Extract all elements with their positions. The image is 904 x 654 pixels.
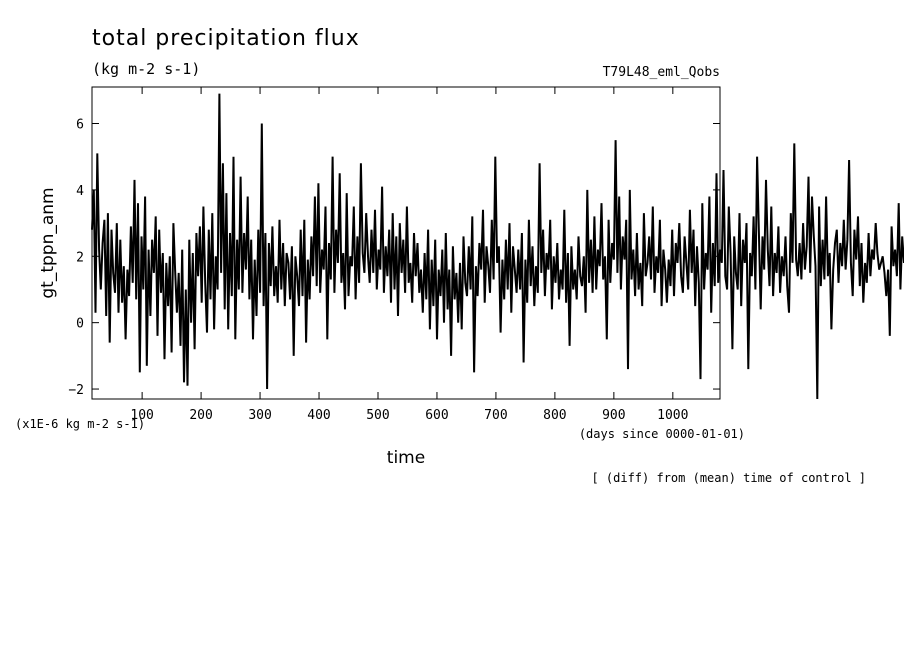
y-tick-label: 6	[76, 118, 84, 133]
x-tick-label: 1000	[657, 408, 688, 423]
y-tick-label: 2	[76, 250, 84, 265]
x-tick-label: 300	[248, 408, 271, 423]
x-tick-label: 800	[543, 408, 566, 423]
x-tick-label: 100	[130, 408, 153, 423]
x-tick-label: 200	[189, 408, 212, 423]
run-label: T79L48_eml_Qobs	[603, 65, 720, 80]
x-tick-label: 900	[602, 408, 625, 423]
plot-frame	[91, 86, 721, 400]
x-unit-label: (days since 0000-01-01)	[579, 427, 745, 441]
y-axis: −2 0 2 4 6	[68, 118, 720, 398]
plot-area	[91, 93, 904, 400]
x-tick-label: 500	[366, 408, 389, 423]
x-tick-label: 400	[307, 408, 330, 423]
x-axis: 100 200 300 400 500 600 700 800 900 1000	[130, 87, 688, 423]
chart-subtitle: (kg m-2 s-1)	[92, 60, 200, 78]
y-axis-label: gt_tppn_anm	[38, 187, 58, 298]
y-tick-label: 4	[76, 184, 84, 199]
chart-title: total precipitation flux	[92, 26, 360, 51]
x-tick-label: 600	[425, 408, 448, 423]
x-axis-label: time	[387, 448, 425, 468]
y-tick-label: 0	[76, 317, 84, 332]
x-tick-label: 700	[484, 408, 507, 423]
y-scale-label: (x1E-6 kg m-2 s-1)	[15, 417, 145, 431]
footnote: [ (diff) from (mean) time of control ]	[591, 471, 866, 485]
y-tick-label: −2	[68, 383, 84, 398]
series-line	[91, 93, 904, 400]
